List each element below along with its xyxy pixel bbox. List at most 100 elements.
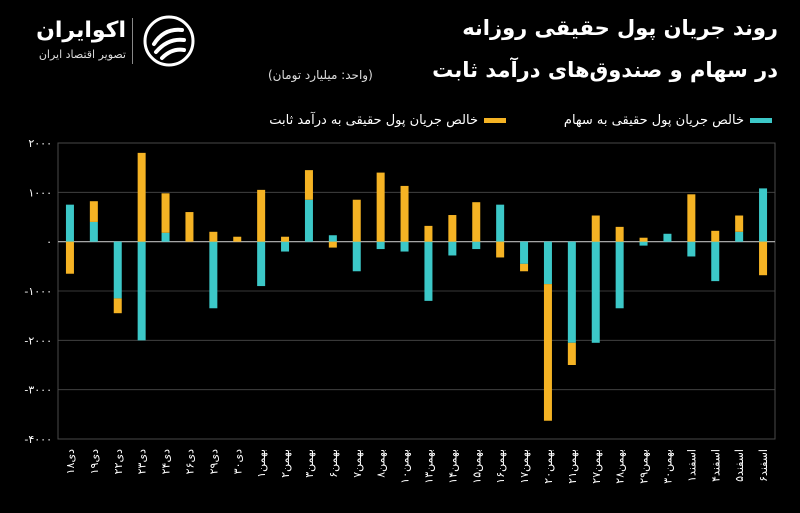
y-tick-label: -۲۰۰۰ [24, 334, 52, 347]
legend-item-fixed-income: خالص جریان پول حقیقی به درآمد ثابت [269, 113, 506, 128]
bar-fixed-income [281, 236, 290, 242]
bar-stocks [591, 241, 600, 343]
bar-stocks [735, 231, 744, 242]
brand-tagline: تصویر اقتصاد ایران [38, 48, 126, 61]
bar-stocks [687, 241, 696, 257]
bar-fixed-income [161, 193, 170, 233]
bar-fixed-income [400, 185, 409, 242]
bar-stocks [352, 241, 361, 272]
bar-stocks [113, 241, 122, 299]
bar-fixed-income [137, 152, 146, 242]
bar-stocks [567, 241, 576, 343]
bar-stocks [448, 241, 457, 256]
bar-stocks [639, 241, 648, 246]
bar-stocks [65, 204, 74, 242]
bar-fixed-income [65, 241, 74, 274]
bar-fixed-income [520, 263, 529, 272]
x-tick-label: ۲۳دی [136, 449, 149, 474]
bar-stocks [711, 241, 720, 282]
bar-fixed-income [352, 199, 361, 242]
bar-fixed-income [209, 231, 218, 242]
bar-stocks [543, 241, 552, 285]
brand-logo: اکوایران تصویر اقتصاد ایران [14, 14, 214, 74]
legend-swatch-orange [484, 118, 506, 123]
bar-fixed-income [304, 170, 313, 200]
x-tick-label: ۱اسفند [685, 449, 698, 482]
bar-fixed-income [615, 226, 624, 242]
y-tick-label: -۱۰۰۰ [24, 285, 52, 298]
bar-stocks [376, 241, 385, 250]
bar-fixed-income [496, 241, 505, 258]
x-tick-label: ۱۸دی [64, 449, 77, 474]
x-tick-label: ۳۰دی [231, 449, 244, 474]
x-tick-label: ۲۲دی [112, 449, 125, 474]
bar-stocks [759, 188, 768, 242]
legend-label-stocks: خالص جریان پول حقیقی به سهام [563, 113, 744, 128]
chart-header: اکوایران تصویر اقتصاد ایران روند جریان پ… [0, 0, 800, 100]
x-tick-label: ۶بهمن [327, 449, 340, 478]
x-tick-label: ۲۸بهمن [614, 449, 627, 484]
chart-unit: (واحد: میلیارد تومان) [268, 68, 373, 82]
y-tick-label: ۱۰۰۰ [28, 186, 52, 199]
brand-name: اکوایران [36, 18, 126, 43]
bar-stocks [424, 241, 433, 301]
x-tick-label: ۸بهمن [375, 449, 388, 478]
logo-divider [132, 18, 133, 64]
x-tick-label: ۳بهمن [303, 449, 316, 478]
bar-fixed-income [257, 189, 266, 242]
bar-fixed-income [113, 298, 122, 314]
x-tick-label: ۲۹بهمن [638, 449, 651, 484]
bar-stocks [400, 241, 409, 252]
bar-fixed-income [424, 225, 433, 242]
y-tick-label: ۰ [46, 236, 52, 249]
y-tick-label: -۳۰۰۰ [24, 384, 52, 397]
x-tick-label: ۲۷بهمن [590, 449, 603, 484]
bar-stocks [281, 241, 290, 252]
x-tick-label: ۲۱بهمن [566, 449, 579, 484]
bar-stocks [496, 204, 505, 242]
bar-stocks [137, 241, 146, 341]
bar-fixed-income [185, 212, 194, 242]
bar-stocks [472, 241, 481, 250]
bar-stocks [615, 241, 624, 309]
bar-stocks [304, 199, 313, 242]
bar-stocks [89, 221, 98, 242]
x-tick-label: ۲۰بهمن [542, 449, 555, 484]
legend-swatch-teal [750, 118, 772, 123]
bar-fixed-income [591, 215, 600, 242]
bar-fixed-income [567, 342, 576, 365]
x-tick-label: ۶اسفند [757, 449, 770, 482]
x-tick-label: ۷بهمن [351, 449, 364, 478]
x-tick-label: ۱۹دی [88, 449, 101, 474]
x-tick-label: ۲۹دی [207, 449, 220, 474]
legend-label-fixed-income: خالص جریان پول حقیقی به درآمد ثابت [269, 113, 478, 128]
x-tick-label: ۱۶بهمن [494, 449, 507, 484]
x-tick-label: ۲بهمن [279, 449, 292, 478]
bar-stocks [209, 241, 218, 309]
bar-fixed-income [472, 202, 481, 242]
chart-title-line1: روند جریان پول حقیقی روزانه [462, 16, 778, 40]
bar-fixed-income [448, 215, 457, 242]
bar-fixed-income [376, 172, 385, 242]
bar-stocks [257, 241, 266, 287]
bar-fixed-income [89, 201, 98, 222]
x-tick-label: ۱۰بهمن [399, 449, 412, 484]
chart-title-line2: در سهام و صندوق‌های درآمد ثابت [432, 58, 778, 82]
x-tick-label: ۱بهمن [255, 449, 268, 478]
bar-stocks [520, 241, 529, 264]
bar-fixed-income [639, 237, 648, 242]
x-tick-label: ۲۴دی [160, 449, 173, 474]
x-tick-label: ۲۶دی [183, 449, 196, 474]
y-tick-label: ۲۰۰۰ [28, 137, 52, 150]
legend-item-stocks: خالص جریان پول حقیقی به سهام [564, 113, 772, 128]
bar-fixed-income [759, 241, 768, 276]
x-tick-label: ۳۰بهمن [661, 449, 674, 484]
bar-fixed-income [687, 194, 696, 242]
bar-stocks [328, 235, 337, 242]
bar-fixed-income [233, 236, 242, 242]
bar-fixed-income [543, 284, 552, 421]
x-tick-label: ۱۳بهمن [422, 449, 435, 484]
bar-stocks [161, 232, 170, 242]
bar-fixed-income [328, 241, 337, 248]
